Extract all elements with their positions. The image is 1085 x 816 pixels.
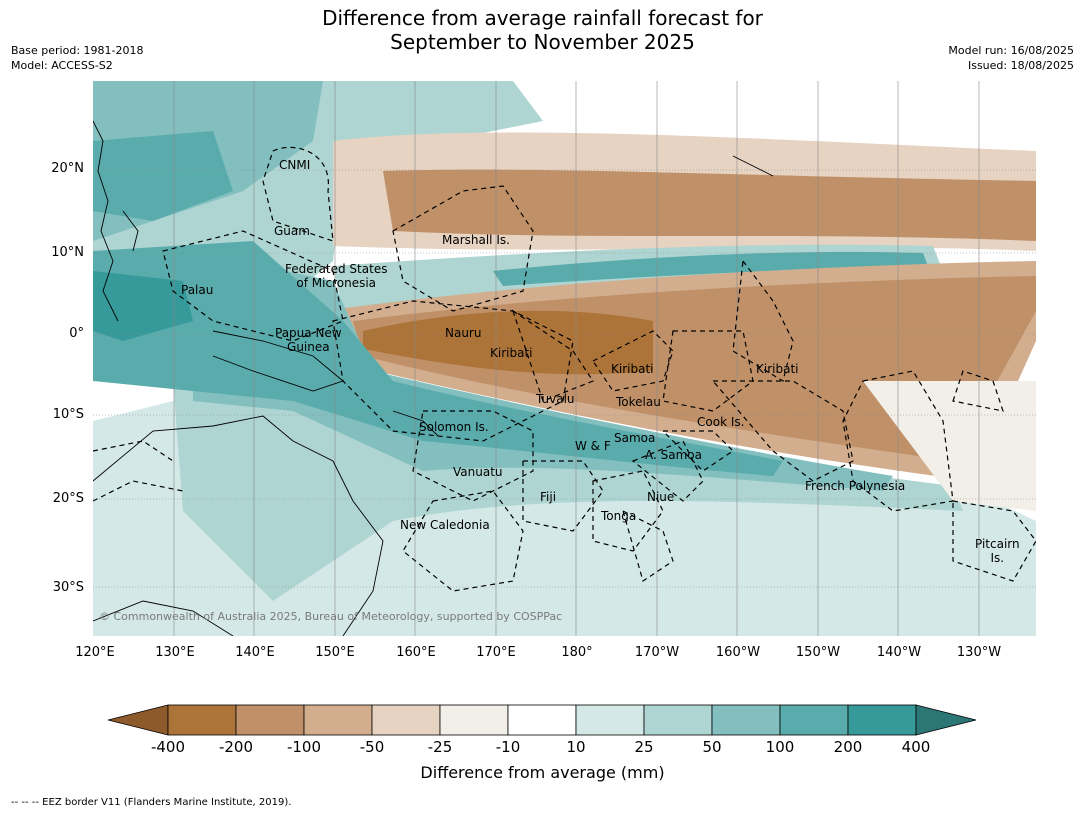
north-dry-band — [383, 169, 1036, 241]
lat-label-10n: 10°N — [51, 245, 84, 260]
south-wet-core — [93, 241, 783, 476]
south-wet-inner — [193, 251, 893, 491]
colorbar-segment — [507, 704, 577, 736]
copyright-notice: © Commonwealth of Australia 2025, Bureau… — [99, 610, 563, 623]
equatorial-dry-core — [363, 310, 653, 375]
region-label-cnmi: CNMI — [279, 158, 311, 172]
region-label-tonga: Tonga — [601, 509, 637, 523]
lon-label-160w: 160°W — [715, 645, 761, 660]
lat-label-10s: 10°S — [52, 407, 84, 422]
colorbar-tick-label: -400 — [150, 738, 186, 756]
region-label-niue: Niue — [647, 490, 675, 504]
model-name: Model: ACCESS-S2 — [11, 59, 113, 72]
colorbar-tick-label: 400 — [901, 738, 931, 756]
colorbar-tick-label: 25 — [634, 738, 654, 756]
region-label-cook-islands: Cook Is. — [697, 415, 745, 429]
lon-label-160e: 160°E — [396, 645, 436, 660]
lon-label-130e: 130°E — [155, 645, 195, 660]
colorbar-segment — [371, 704, 441, 736]
colorbar-segment — [235, 704, 305, 736]
issued-date: Issued: 18/08/2025 — [967, 59, 1074, 72]
colorbar-segment — [779, 704, 849, 736]
region-label-american-samoa: A. Samoa — [645, 448, 702, 462]
region-label-kiribati-central: Kiribati — [611, 362, 654, 376]
colorbar-arrow-high — [915, 704, 977, 736]
colorbar-segment — [847, 704, 917, 736]
itcz-wet-core — [493, 251, 928, 286]
region-label-french-polynesia: French Polynesia — [805, 479, 906, 493]
gridlines — [93, 81, 1036, 636]
map-svg — [93, 81, 1036, 636]
lon-label-170w: 170°W — [634, 645, 680, 660]
region-label-kiribati-west: Kiribati — [490, 346, 533, 360]
colorbar-tick-label: 200 — [833, 738, 863, 756]
colorbar-tick-label: -25 — [427, 738, 453, 756]
region-label-kiribati-east: Kiribati — [756, 362, 799, 376]
eez-footnote: -- -- -- EEZ border V11 (Flanders Marine… — [11, 797, 292, 808]
lon-label-180: 180° — [561, 645, 593, 660]
colorbar-segment — [575, 704, 645, 736]
region-label-vanuatu: Vanuatu — [453, 465, 503, 479]
base-period: Base period: 1981-2018 — [11, 44, 144, 57]
east-subtropical-dry — [863, 381, 1036, 511]
region-label-guam: Guam — [274, 224, 310, 238]
region-label-fiji: Fiji — [540, 490, 557, 504]
model-run: Model run: 16/08/2025 — [948, 44, 1074, 57]
colorbar-segment — [167, 704, 237, 736]
region-label-marshall: Marshall Is. — [442, 233, 510, 247]
region-label-tokelau: Tokelau — [616, 395, 661, 409]
eez-borders — [93, 146, 1036, 592]
colorbar-arrow-low — [107, 704, 169, 736]
colorbar-segment — [643, 704, 713, 736]
colorbar-tick-label: 50 — [702, 738, 722, 756]
colorbar-tick-label: -100 — [286, 738, 322, 756]
south-wet-deep — [93, 271, 193, 341]
meta-right: Model run: 16/08/2025 Issued: 18/08/2025 — [948, 43, 1074, 73]
lon-label-150e: 150°E — [315, 645, 355, 660]
region-label-new-caledonia: New Caledonia — [400, 518, 490, 532]
colorbar-tick-label: 100 — [765, 738, 795, 756]
lon-label-120e: 120°E — [75, 645, 115, 660]
colorbar-title: Difference from average (mm) — [420, 763, 665, 782]
colorbar-segments — [107, 704, 977, 736]
rainfall-map — [93, 81, 1036, 636]
region-label-samoa: Samoa — [614, 431, 656, 445]
region-label-nauru: Nauru — [445, 326, 482, 340]
colorbar-segment — [439, 704, 509, 736]
lon-label-130w: 130°W — [956, 645, 1002, 660]
lat-label-20n: 20°N — [51, 161, 84, 176]
colorbar — [107, 704, 977, 736]
region-label-palau: Palau — [181, 283, 214, 297]
region-label-pitcairn: Pitcairn Is. — [975, 537, 1020, 565]
region-label-wallis-futuna: W & F — [575, 439, 611, 453]
lon-label-140e: 140°E — [235, 645, 275, 660]
colorbar-tick-label: -50 — [359, 738, 385, 756]
meta-left: Base period: 1981-2018 Model: ACCESS-S2 — [11, 43, 143, 73]
region-label-png: Papua New Guinea — [275, 326, 342, 354]
colorbar-tick-label: -200 — [218, 738, 254, 756]
region-label-solomon-islands: Solomon Is. — [419, 420, 489, 434]
lon-label-150w: 150°W — [795, 645, 841, 660]
region-label-tuvalu: Tuvalu — [536, 392, 575, 406]
colorbar-tick-label: -10 — [495, 738, 521, 756]
lon-label-170e: 170°E — [476, 645, 516, 660]
region-label-fsm: Federated States of Micronesia — [285, 262, 388, 290]
lat-label-20s: 20°S — [52, 491, 84, 506]
north-wet-area-core — [93, 131, 233, 221]
lon-label-140w: 140°W — [876, 645, 922, 660]
lat-label-0: 0° — [69, 326, 84, 341]
colorbar-segment — [303, 704, 373, 736]
lat-label-30s: 30°S — [52, 580, 84, 595]
title-line-1: Difference from average rainfall forecas… — [322, 6, 763, 30]
colorbar-tick-label: 10 — [566, 738, 586, 756]
chart-title: Difference from average rainfall forecas… — [0, 6, 1085, 54]
colorbar-segment — [711, 704, 781, 736]
title-line-2: September to November 2025 — [390, 30, 695, 54]
